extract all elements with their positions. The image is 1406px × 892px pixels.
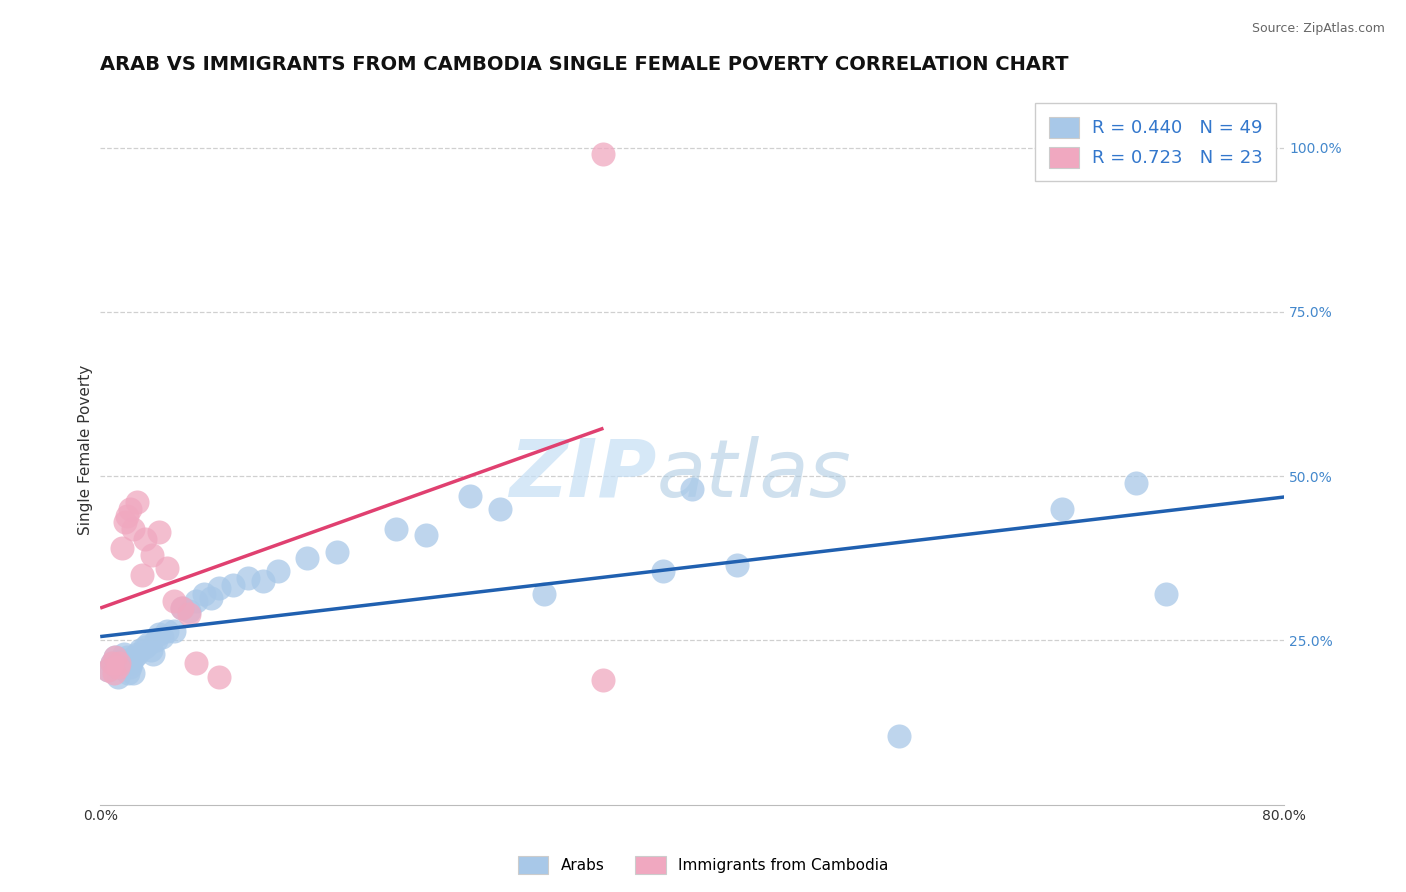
- Point: [385, 522, 408, 536]
- Point: [207, 581, 229, 595]
- Point: [121, 666, 143, 681]
- Point: [186, 657, 208, 671]
- Text: atlas: atlas: [657, 435, 852, 514]
- Point: [122, 649, 145, 664]
- Point: [131, 567, 153, 582]
- Point: [1052, 502, 1074, 516]
- Point: [163, 624, 186, 638]
- Point: [114, 657, 136, 671]
- Point: [103, 666, 125, 681]
- Point: [150, 630, 173, 644]
- Point: [104, 649, 127, 664]
- Point: [297, 551, 319, 566]
- Point: [97, 663, 120, 677]
- Point: [186, 594, 208, 608]
- Point: [163, 594, 186, 608]
- Point: [200, 591, 222, 605]
- Point: [252, 574, 274, 589]
- Point: [120, 657, 142, 671]
- Point: [651, 565, 673, 579]
- Point: [592, 147, 614, 161]
- Point: [156, 624, 179, 638]
- Y-axis label: Single Female Poverty: Single Female Poverty: [79, 365, 93, 535]
- Point: [489, 502, 512, 516]
- Point: [118, 502, 141, 516]
- Point: [222, 577, 245, 591]
- Point: [139, 643, 162, 657]
- Point: [415, 528, 437, 542]
- Point: [148, 627, 170, 641]
- Text: ZIP: ZIP: [509, 435, 657, 514]
- Point: [127, 495, 149, 509]
- Point: [681, 483, 703, 497]
- Point: [156, 561, 179, 575]
- Point: [170, 600, 193, 615]
- Point: [725, 558, 748, 572]
- Point: [134, 640, 156, 654]
- Point: [148, 524, 170, 539]
- Point: [193, 587, 215, 601]
- Point: [141, 548, 163, 562]
- Point: [145, 633, 167, 648]
- Point: [115, 649, 138, 664]
- Point: [108, 657, 131, 671]
- Point: [127, 647, 149, 661]
- Point: [104, 649, 127, 664]
- Point: [117, 666, 139, 681]
- Point: [101, 657, 124, 671]
- Point: [134, 532, 156, 546]
- Text: ARAB VS IMMIGRANTS FROM CAMBODIA SINGLE FEMALE POVERTY CORRELATION CHART: ARAB VS IMMIGRANTS FROM CAMBODIA SINGLE …: [100, 55, 1069, 74]
- Point: [129, 643, 152, 657]
- Point: [114, 515, 136, 529]
- Point: [267, 565, 290, 579]
- Point: [1125, 475, 1147, 490]
- Point: [115, 508, 138, 523]
- Point: [111, 541, 134, 556]
- Point: [889, 729, 911, 743]
- Point: [326, 545, 349, 559]
- Point: [177, 607, 200, 621]
- Point: [107, 659, 129, 673]
- Text: Source: ZipAtlas.com: Source: ZipAtlas.com: [1251, 22, 1385, 36]
- Point: [207, 669, 229, 683]
- Point: [111, 653, 134, 667]
- Point: [1154, 587, 1177, 601]
- Legend: Arabs, Immigrants from Cambodia: Arabs, Immigrants from Cambodia: [512, 850, 894, 880]
- Point: [136, 637, 159, 651]
- Point: [97, 663, 120, 677]
- Point: [142, 647, 165, 661]
- Point: [112, 647, 135, 661]
- Point: [177, 604, 200, 618]
- Point: [101, 657, 124, 671]
- Point: [458, 489, 481, 503]
- Point: [118, 659, 141, 673]
- Point: [533, 587, 555, 601]
- Point: [107, 669, 129, 683]
- Point: [121, 522, 143, 536]
- Point: [108, 659, 131, 673]
- Point: [592, 673, 614, 687]
- Point: [170, 600, 193, 615]
- Point: [238, 571, 260, 585]
- Legend: R = 0.440   N = 49, R = 0.723   N = 23: R = 0.440 N = 49, R = 0.723 N = 23: [1035, 103, 1277, 181]
